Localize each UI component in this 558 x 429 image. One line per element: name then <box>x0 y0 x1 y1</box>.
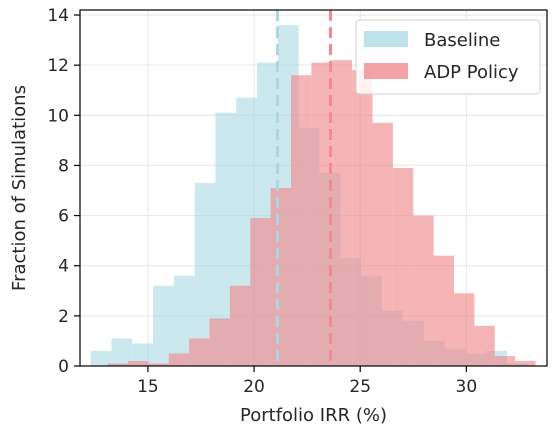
legend: Baseline ADP Policy <box>355 19 541 95</box>
legend-label-baseline: Baseline <box>424 30 500 51</box>
x-axis-label: Portfolio IRR (%) <box>240 405 387 426</box>
y-tick-label: 0 <box>58 357 69 377</box>
mean-reference-lines <box>275 10 332 366</box>
plot-frame <box>79 9 548 367</box>
y-tick-label: 14 <box>47 6 69 26</box>
bar-adp-policy <box>229 285 251 366</box>
bar-adp-policy <box>433 255 455 366</box>
bar-adp-policy <box>311 62 332 366</box>
bar-adp-policy <box>209 318 230 366</box>
axis-ticks: 15 20 25 30 0 2 4 6 8 10 12 14 <box>47 6 477 397</box>
y-tick-label: 8 <box>58 156 69 176</box>
bar-adp-policy <box>250 218 271 366</box>
bar-adp-policy <box>515 360 536 366</box>
bar-adp-policy <box>474 325 495 366</box>
legend-swatch-baseline <box>364 31 408 47</box>
bar-adp-policy <box>107 363 128 366</box>
x-tick-label: 15 <box>137 377 159 397</box>
x-tick-label: 20 <box>243 377 265 397</box>
bar-adp-policy <box>392 167 414 366</box>
y-axis-label: Fraction of Simulations <box>9 85 30 291</box>
y-tick-label: 4 <box>58 257 69 277</box>
x-tick-label: 25 <box>349 377 371 397</box>
x-tick-label: 30 <box>456 377 478 397</box>
bar-adp-policy <box>189 338 210 366</box>
bar-adp-policy <box>168 353 190 366</box>
bar-adp-policy <box>372 122 393 367</box>
bar-adp-policy <box>494 355 516 366</box>
y-tick-label: 6 <box>58 207 69 227</box>
bar-adp-policy <box>413 215 434 366</box>
bar-adp-policy <box>331 60 353 367</box>
y-tick-label: 2 <box>58 307 69 327</box>
bar-baseline <box>132 343 154 366</box>
bar-adp-policy <box>148 363 169 366</box>
legend-swatch-adp-policy <box>364 63 408 79</box>
bar-adp-policy <box>290 75 312 366</box>
legend-label-adp-policy: ADP Policy <box>424 62 519 83</box>
bar-adp-policy <box>270 188 291 366</box>
y-tick-label: 10 <box>47 106 69 126</box>
bar-adp-policy <box>127 360 149 366</box>
bar-baseline <box>153 285 174 366</box>
bar-adp-policy <box>352 70 373 367</box>
y-tick-label: 12 <box>47 56 69 76</box>
bar-baseline <box>90 350 112 366</box>
bar-baseline <box>111 338 133 366</box>
bar-adp-policy <box>454 293 475 366</box>
